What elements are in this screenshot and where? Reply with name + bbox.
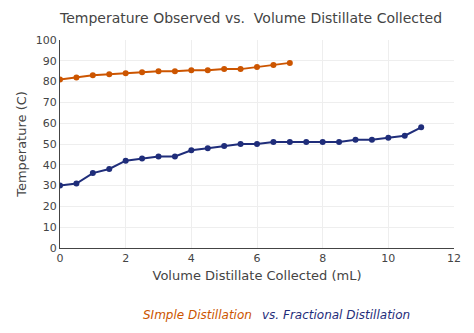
svg-text:Temperature (C): Temperature (C): [14, 91, 29, 198]
svg-text:10: 10: [43, 221, 57, 234]
svg-text:6: 6: [254, 252, 261, 265]
svg-text:Temperature Observed vs. Volu: Temperature Observed vs. Volume Distilla…: [59, 10, 442, 26]
svg-text:70: 70: [43, 96, 57, 109]
svg-text:100: 100: [36, 34, 57, 47]
svg-text:0: 0: [57, 252, 64, 265]
svg-text:12: 12: [447, 252, 461, 265]
svg-text:80: 80: [43, 75, 57, 88]
svg-text:SImple Distillation: SImple Distillation: [143, 308, 252, 322]
svg-text:10: 10: [381, 252, 395, 265]
svg-text:8: 8: [319, 252, 326, 265]
svg-text:50: 50: [43, 138, 57, 151]
svg-text:30: 30: [43, 179, 57, 192]
svg-text:0: 0: [50, 242, 57, 255]
svg-text:20: 20: [43, 200, 57, 213]
svg-text:vs. Fractional Distillation: vs. Fractional Distillation: [262, 308, 410, 322]
svg-text:60: 60: [43, 117, 57, 130]
svg-text:Volume Distillate Collected (m: Volume Distillate Collected (mL): [153, 268, 362, 283]
svg-text:4: 4: [188, 252, 195, 265]
svg-text:2: 2: [122, 252, 129, 265]
svg-text:40: 40: [43, 159, 57, 172]
svg-text:90: 90: [43, 55, 57, 68]
